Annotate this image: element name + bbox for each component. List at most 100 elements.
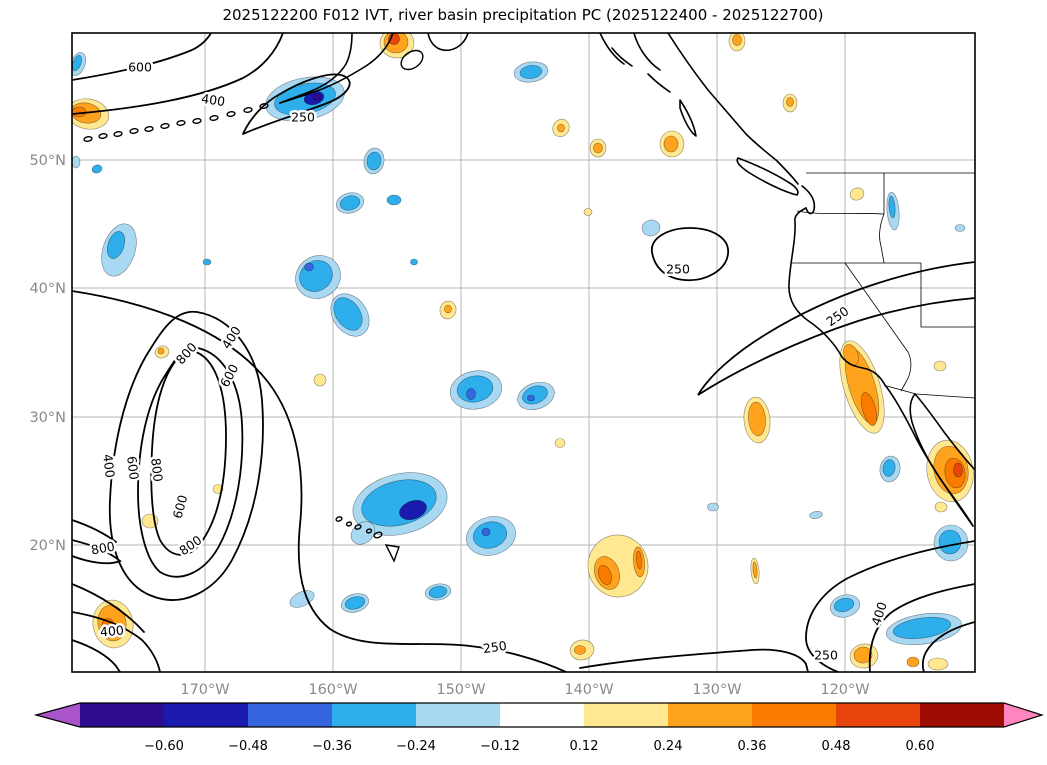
anomaly-patch bbox=[366, 151, 382, 171]
contour-label: 250 bbox=[814, 648, 838, 663]
colorbar-segment bbox=[836, 703, 920, 727]
anomaly-patch bbox=[938, 529, 962, 555]
vancouver-island bbox=[736, 157, 799, 196]
y-tick-label: 40°N bbox=[29, 281, 66, 297]
ivt-contour-250-california bbox=[697, 261, 975, 396]
anomaly-patch bbox=[472, 521, 508, 549]
anomaly-patch bbox=[853, 646, 873, 664]
plot-title: 2025122200 F012 IVT, river basin precipi… bbox=[222, 6, 823, 24]
border-us-mexico bbox=[886, 385, 975, 399]
anomaly-patch bbox=[481, 527, 491, 537]
ivt-contour-250-oval bbox=[651, 227, 729, 282]
anomaly-patch bbox=[752, 561, 758, 579]
anomaly-patch bbox=[833, 597, 855, 613]
anomaly-patch bbox=[344, 596, 366, 610]
aleutian-island bbox=[144, 126, 154, 132]
contour-label: 400 bbox=[200, 91, 226, 109]
contour-label: 800 bbox=[90, 539, 116, 558]
anomaly-patch bbox=[444, 304, 452, 314]
colorbar-segment bbox=[752, 703, 836, 727]
aleutian-islands bbox=[83, 103, 269, 142]
anomaly-patch bbox=[72, 55, 82, 71]
ivt-contour-400-nw bbox=[72, 33, 284, 115]
colorbar-segment bbox=[920, 703, 1004, 727]
coastline-us-west bbox=[788, 207, 886, 386]
y-tick-label: 20°N bbox=[29, 538, 66, 554]
colorbar-tick-label: 0.12 bbox=[570, 739, 599, 754]
colorbar-tick-labels: −0.60 −0.48 −0.36 −0.24 −0.12 0.12 0.24 0.36 0.4… bbox=[144, 739, 934, 754]
coastline-se-alaska-1 bbox=[599, 33, 625, 65]
hawaii-big-island bbox=[384, 544, 400, 563]
border-ca-nv bbox=[844, 262, 912, 392]
aleutian-island bbox=[176, 120, 186, 126]
anomaly-patch bbox=[786, 97, 794, 107]
anomaly-patch bbox=[953, 462, 963, 478]
ivt-contour-600-loop bbox=[137, 346, 244, 578]
anomaly-patch bbox=[934, 501, 948, 513]
coastline-baja-east bbox=[909, 393, 974, 527]
anomaly-patch bbox=[882, 459, 896, 477]
coastline-strait bbox=[775, 159, 799, 185]
anomaly-patch bbox=[333, 297, 363, 331]
anomaly-patch bbox=[157, 347, 165, 355]
anomaly-patch bbox=[849, 187, 865, 201]
aleutian-island bbox=[113, 131, 123, 137]
anomaly-patch bbox=[72, 155, 81, 169]
ivt-contour-bottom-link bbox=[579, 648, 809, 672]
colorbar: −0.60 −0.48 −0.36 −0.24 −0.12 0.12 0.24 0.36 0.4… bbox=[33, 702, 1044, 754]
anomaly-patch bbox=[598, 565, 612, 585]
anomaly-patch bbox=[386, 194, 402, 206]
colorbar-segment bbox=[584, 703, 668, 727]
hawaiian-islands bbox=[335, 516, 383, 539]
colorbar-segment bbox=[500, 703, 584, 727]
anomaly-patch bbox=[574, 645, 586, 655]
coastline-islet-1 bbox=[611, 47, 633, 67]
colorbar-left-arrow bbox=[36, 703, 80, 727]
anomaly-patch bbox=[663, 135, 679, 153]
kodiak-island bbox=[400, 49, 424, 71]
coastline-gulf-of-california bbox=[914, 393, 975, 471]
contour-label: 250 bbox=[482, 638, 508, 656]
aleutian-island bbox=[192, 118, 202, 124]
anomaly-patch bbox=[557, 123, 565, 133]
anomaly-patch bbox=[519, 65, 543, 79]
aleutian-island bbox=[160, 123, 170, 129]
y-tick-label: 30°N bbox=[29, 410, 66, 426]
anomaly-patch bbox=[289, 590, 315, 608]
anomaly-patch bbox=[456, 375, 494, 403]
anomaly-patch bbox=[428, 586, 448, 598]
haida-gwaii bbox=[679, 99, 697, 137]
hawaiian-island bbox=[335, 516, 343, 522]
coastline-islet-2 bbox=[647, 73, 671, 93]
aleutian-island bbox=[226, 111, 236, 117]
contour-label: 600 bbox=[128, 60, 152, 75]
y-axis-labels: 50°N 40°N 30°N 20°N bbox=[29, 153, 66, 554]
colorbar-tick-label: 0.60 bbox=[906, 739, 935, 754]
contour-label: 400 bbox=[100, 453, 118, 479]
anomaly-patch bbox=[304, 262, 314, 272]
colorbar-tick-label: −0.60 bbox=[144, 739, 184, 754]
colorbar-tick-label: 0.24 bbox=[654, 739, 683, 754]
anomaly-patch bbox=[933, 360, 947, 372]
ivt-contour-400-se bbox=[868, 583, 975, 672]
anomaly-patch bbox=[399, 499, 427, 521]
map-background bbox=[72, 33, 975, 672]
state-borders bbox=[792, 172, 975, 399]
coastline-bristol-bay bbox=[279, 33, 353, 104]
hawaiian-island bbox=[354, 524, 362, 530]
aleutian-island bbox=[243, 107, 253, 113]
anomaly-patch bbox=[583, 208, 593, 216]
x-tick-label: 160°W bbox=[308, 682, 357, 698]
colorbar-tick-label: −0.12 bbox=[480, 739, 520, 754]
x-tick-label: 150°W bbox=[436, 682, 485, 698]
coastline-se-alaska-2 bbox=[633, 33, 661, 71]
colorbar-segment bbox=[80, 703, 164, 727]
aleutian-island bbox=[209, 115, 219, 121]
border-wa-or bbox=[796, 210, 885, 215]
aleutian-island bbox=[129, 128, 139, 134]
anomaly-patch bbox=[861, 392, 877, 426]
contour-label: 400 bbox=[99, 622, 124, 639]
colorbar-tick-label: −0.48 bbox=[228, 739, 268, 754]
ivt-contour-se-inner bbox=[921, 621, 975, 672]
